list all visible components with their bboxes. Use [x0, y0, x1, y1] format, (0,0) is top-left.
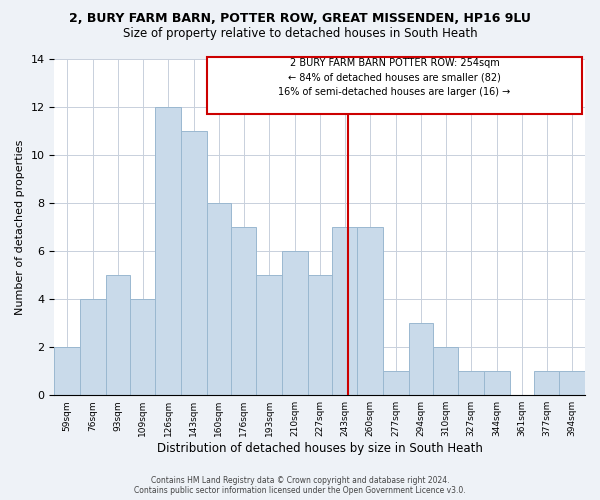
Bar	[332, 227, 358, 395]
Bar	[206, 203, 231, 395]
Text: Size of property relative to detached houses in South Heath: Size of property relative to detached ho…	[122, 28, 478, 40]
Bar	[231, 227, 256, 395]
Text: 2, BURY FARM BARN, POTTER ROW, GREAT MISSENDEN, HP16 9LU: 2, BURY FARM BARN, POTTER ROW, GREAT MIS…	[69, 12, 531, 26]
Bar	[282, 251, 308, 395]
X-axis label: Distribution of detached houses by size in South Heath: Distribution of detached houses by size …	[157, 442, 482, 455]
Bar	[80, 299, 106, 395]
Text: 16% of semi-detached houses are larger (16) →: 16% of semi-detached houses are larger (…	[278, 87, 511, 97]
Bar	[130, 299, 155, 395]
Bar	[409, 323, 433, 395]
Bar	[155, 107, 181, 395]
Bar	[181, 131, 206, 395]
Bar	[559, 371, 585, 395]
Bar	[534, 371, 559, 395]
Text: ← 84% of detached houses are smaller (82): ← 84% of detached houses are smaller (82…	[288, 72, 501, 83]
Text: Contains HM Land Registry data © Crown copyright and database right 2024.
Contai: Contains HM Land Registry data © Crown c…	[134, 476, 466, 495]
Bar	[484, 371, 509, 395]
Text: 2 BURY FARM BARN POTTER ROW: 254sqm: 2 BURY FARM BARN POTTER ROW: 254sqm	[290, 58, 499, 68]
Bar	[256, 275, 282, 395]
Bar	[106, 275, 130, 395]
Bar	[433, 347, 458, 395]
Bar	[458, 371, 484, 395]
Bar	[383, 371, 409, 395]
Bar	[358, 227, 383, 395]
Bar	[55, 347, 80, 395]
Bar	[308, 275, 332, 395]
Y-axis label: Number of detached properties: Number of detached properties	[15, 140, 25, 315]
